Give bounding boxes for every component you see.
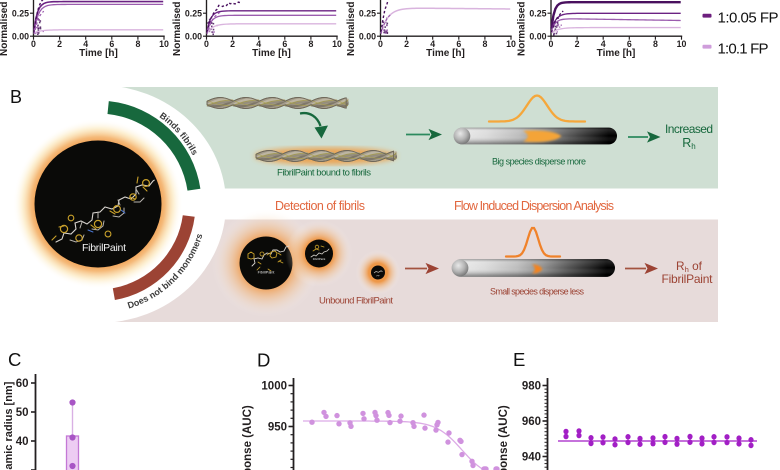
svg-text:10: 10 [677, 39, 687, 49]
svg-text:Unbound FibrilPaint: Unbound FibrilPaint [319, 296, 393, 307]
svg-text:C: C [8, 349, 21, 370]
svg-text:0.25: 0.25 [12, 8, 29, 18]
svg-text:0: 0 [31, 39, 36, 49]
svg-text:6: 6 [627, 39, 632, 49]
svg-text:Normalised: Normalised [172, 2, 183, 56]
svg-text:10: 10 [506, 39, 516, 49]
svg-text:Response (AUC): Response (AUC) [498, 405, 510, 470]
svg-text:FibrilPaint: FibrilPaint [313, 257, 326, 261]
svg-text:Big species disperse more: Big species disperse more [492, 157, 586, 167]
svg-text:960: 960 [522, 416, 541, 428]
svg-text:Time [h]: Time [h] [426, 48, 465, 59]
svg-text:Response (AUC): Response (AUC) [242, 405, 254, 470]
svg-text:2: 2 [404, 39, 409, 49]
svg-text:0.25: 0.25 [529, 8, 546, 18]
svg-text:Time [h]: Time [h] [79, 48, 118, 59]
svg-text:4: 4 [601, 39, 606, 49]
svg-text:0: 0 [204, 39, 209, 49]
svg-text:1:0.1 FP: 1:0.1 FP [718, 41, 769, 58]
svg-text:0.25: 0.25 [185, 8, 202, 18]
svg-text:B: B [10, 87, 22, 107]
svg-text:0: 0 [549, 39, 554, 49]
svg-text:980: 980 [522, 381, 541, 393]
svg-text:0: 0 [378, 39, 383, 49]
svg-text:6: 6 [109, 39, 114, 49]
svg-text:2: 2 [575, 39, 580, 49]
svg-text:Rh of: Rh of [676, 259, 703, 274]
svg-text:4: 4 [83, 39, 88, 49]
svg-text:Time [h]: Time [h] [252, 48, 291, 59]
svg-text:FibrilPaint: FibrilPaint [662, 272, 714, 286]
svg-text:0.00: 0.00 [12, 31, 29, 41]
svg-text:10: 10 [159, 39, 169, 49]
svg-text:FP: FP [377, 276, 380, 278]
svg-text:0.25: 0.25 [359, 8, 376, 18]
svg-text:950: 950 [268, 422, 287, 434]
svg-text:2: 2 [57, 39, 62, 49]
svg-text:Hydrodynamic radius [nm]: Hydrodynamic radius [nm] [3, 381, 15, 470]
svg-text:1000: 1000 [261, 381, 287, 393]
svg-text:10: 10 [332, 39, 342, 49]
svg-text:Increased: Increased [665, 122, 713, 136]
svg-text:Normalised: Normalised [517, 2, 528, 56]
svg-text:8: 8 [135, 39, 140, 49]
svg-text:E: E [513, 349, 525, 370]
svg-text:Normalised: Normalised [346, 2, 357, 56]
svg-text:Normalised: Normalised [0, 2, 10, 56]
svg-text:40: 40 [16, 436, 29, 448]
svg-text:4: 4 [430, 39, 435, 49]
svg-text:6: 6 [456, 39, 461, 49]
svg-text:FibrilPaint bound to fibrils: FibrilPaint bound to fibrils [277, 168, 371, 179]
svg-text:60: 60 [16, 378, 29, 390]
svg-text:50: 50 [16, 407, 29, 419]
svg-text:4: 4 [256, 39, 261, 49]
svg-text:0.00: 0.00 [359, 31, 376, 41]
svg-text:D: D [257, 350, 270, 371]
svg-text:Time [h]: Time [h] [597, 48, 636, 59]
svg-text:Detection of fibrils: Detection of fibrils [275, 199, 365, 213]
svg-text:FibrilPaint: FibrilPaint [258, 271, 276, 275]
svg-text:8: 8 [653, 39, 658, 49]
svg-text:8: 8 [482, 39, 487, 49]
svg-text:1:0.05 FP: 1:0.05 FP [718, 10, 779, 27]
svg-text:Small species disperse less: Small species disperse less [490, 287, 585, 297]
svg-text:0.00: 0.00 [185, 31, 202, 41]
svg-text:0.00: 0.00 [529, 31, 546, 41]
svg-text:940: 940 [522, 452, 541, 464]
svg-text:8: 8 [308, 39, 313, 49]
svg-text:FibrilPaint: FibrilPaint [82, 242, 126, 254]
svg-text:2: 2 [230, 39, 235, 49]
svg-text:Flow Induced Dispersion Analys: Flow Induced Dispersion Analysis [454, 199, 614, 213]
svg-text:6: 6 [282, 39, 287, 49]
